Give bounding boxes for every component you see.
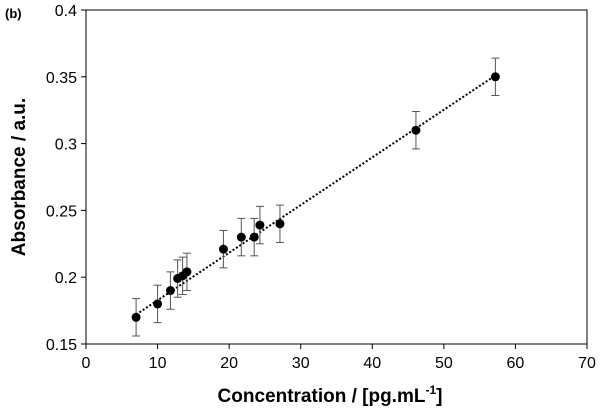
data-point xyxy=(490,72,500,82)
x-tick-label: 40 xyxy=(363,355,381,372)
x-tick-label: 30 xyxy=(292,355,310,372)
data-point xyxy=(131,312,141,322)
y-tick-label: 0.15 xyxy=(46,337,77,354)
x-tick-label: 50 xyxy=(435,355,453,372)
x-tick-label: 60 xyxy=(507,355,525,372)
data-point xyxy=(182,267,192,277)
error-bars xyxy=(132,57,500,337)
data-point xyxy=(165,286,175,296)
y-tick-label: 0.35 xyxy=(46,70,77,87)
y-tick-label: 0.4 xyxy=(55,3,77,20)
data-point xyxy=(218,244,228,254)
x-tick-label: 20 xyxy=(220,355,238,372)
y-tick-label: 0.25 xyxy=(46,203,77,220)
data-point xyxy=(249,232,259,242)
y-axis-ticks xyxy=(81,9,86,345)
y-tick-label: 0.3 xyxy=(55,137,77,154)
x-axis-ticks xyxy=(85,344,588,349)
panel-label: (b) xyxy=(5,6,22,21)
y-axis-tick-labels: 0.15 0.2 0.25 0.3 0.35 0.4 xyxy=(46,3,77,354)
data-points xyxy=(131,72,500,322)
y-axis-title: Absorbance / a.u. xyxy=(9,98,30,256)
data-point xyxy=(153,299,163,309)
x-tick-label: 0 xyxy=(82,355,91,372)
x-axis-title: Concentration / [pg.mL-1] xyxy=(218,383,443,407)
data-point xyxy=(275,219,285,229)
trendline xyxy=(135,74,496,316)
data-point xyxy=(255,220,265,230)
data-point xyxy=(236,232,246,242)
y-tick-label: 0.2 xyxy=(55,270,77,287)
x-tick-label: 70 xyxy=(578,355,596,372)
x-axis-tick-labels: 0 10 20 30 40 50 60 70 xyxy=(82,355,596,372)
x-tick-label: 10 xyxy=(149,355,167,372)
data-point xyxy=(411,125,421,135)
plot-frame xyxy=(85,9,588,345)
